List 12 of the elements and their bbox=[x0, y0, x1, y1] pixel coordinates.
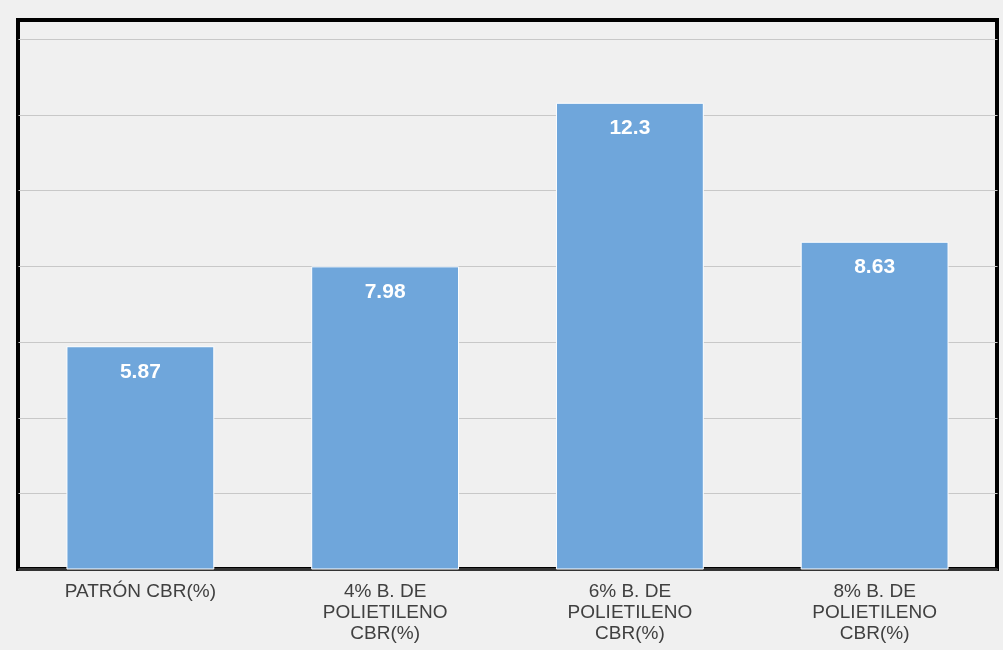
x-tick-label: 6% B. DE POLIETILENO CBR(%) bbox=[567, 579, 693, 643]
data-label: 12.3 bbox=[609, 115, 651, 139]
bar bbox=[800, 241, 949, 570]
x-tick-label: 8% B. DE POLIETILENO CBR(%) bbox=[812, 579, 937, 643]
x-tick-label: 4% B. DE POLIETILENO CBR(%) bbox=[322, 579, 448, 643]
bar bbox=[555, 102, 704, 570]
data-label: 5.87 bbox=[119, 358, 161, 382]
x-tick-label: PATRÓN CBR(%) bbox=[64, 579, 217, 601]
data-label: 8.63 bbox=[854, 254, 896, 278]
bar bbox=[66, 346, 215, 570]
bar bbox=[311, 266, 460, 570]
data-label: 7.98 bbox=[364, 278, 406, 302]
